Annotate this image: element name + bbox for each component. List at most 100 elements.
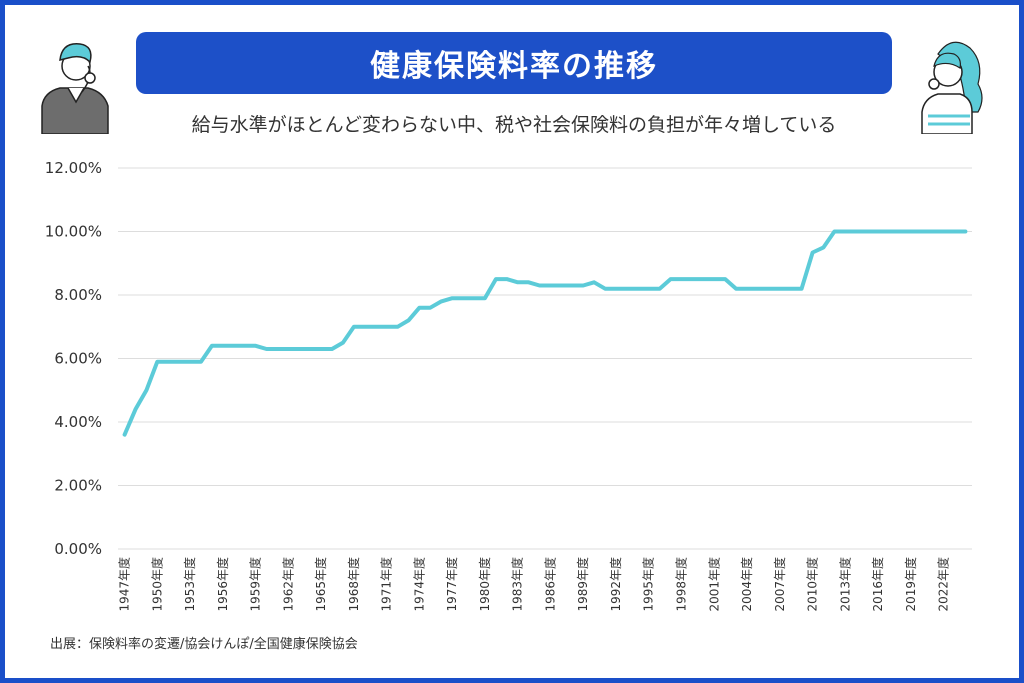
x-tick-label: 1998年度	[674, 557, 689, 612]
data-point	[495, 278, 497, 280]
data-point	[626, 288, 628, 290]
data-point	[342, 342, 344, 344]
series-layer	[122, 229, 968, 437]
data-point	[615, 288, 617, 290]
data-point	[167, 361, 169, 363]
gridlines	[118, 167, 972, 550]
data-point	[353, 326, 355, 328]
series-line	[122, 229, 968, 437]
x-tick-label: 2001年度	[706, 557, 721, 612]
y-tick-label: 0.00%	[54, 540, 102, 558]
data-point	[724, 278, 726, 280]
x-axis-ticks: 1947年度 1950年度 1953年度 1956年度 1959年度 1962年度 1965…	[117, 557, 951, 612]
data-point	[440, 300, 442, 302]
data-point	[156, 361, 158, 363]
x-tick-label: 1965年度	[313, 557, 328, 612]
data-point	[604, 288, 606, 290]
thinking-woman-icon	[921, 41, 983, 134]
x-tick-label: 1980年度	[477, 557, 492, 612]
data-point	[681, 278, 683, 280]
x-tick-label: 2004年度	[739, 557, 754, 612]
data-point	[375, 326, 377, 328]
chart-title: 健康保険料率の推移	[136, 32, 892, 94]
chart-subtitle: 給与水準がほとんど変わらない中、税や社会保険料の負担が年々増している	[191, 114, 837, 136]
data-point	[670, 278, 672, 280]
y-tick-label: 2.00%	[54, 477, 102, 495]
data-point	[124, 434, 126, 436]
data-point	[779, 288, 781, 290]
data-point	[768, 288, 770, 290]
data-point	[746, 288, 748, 290]
data-point	[473, 297, 475, 299]
data-point	[691, 278, 693, 280]
data-point	[386, 326, 388, 328]
data-point	[877, 231, 879, 232]
x-tick-label: 2013年度	[837, 557, 852, 612]
data-point	[888, 231, 890, 232]
data-point	[134, 408, 136, 410]
data-point	[211, 345, 213, 347]
x-tick-label: 2019年度	[903, 557, 918, 612]
x-tick-label: 1992年度	[608, 557, 623, 612]
x-tick-label: 1956年度	[215, 557, 230, 612]
data-point	[397, 326, 399, 328]
data-point	[484, 297, 486, 299]
data-point	[582, 284, 584, 286]
data-point	[145, 389, 147, 391]
y-tick-label: 10.00%	[45, 223, 102, 241]
data-point	[943, 231, 945, 232]
data-point	[451, 297, 453, 299]
y-tick-label: 6.00%	[54, 350, 102, 368]
data-point	[702, 278, 704, 280]
data-point	[735, 288, 737, 290]
data-point	[462, 297, 464, 299]
data-point	[560, 284, 562, 286]
data-point	[298, 348, 300, 350]
x-tick-label: 1971年度	[379, 557, 394, 612]
data-point	[593, 281, 595, 283]
data-point	[801, 288, 803, 290]
data-point	[713, 278, 715, 280]
x-tick-label: 1995年度	[641, 557, 656, 612]
data-point	[364, 326, 366, 328]
data-point	[200, 361, 202, 363]
x-tick-label: 1986年度	[542, 557, 557, 612]
data-point	[844, 231, 846, 232]
source-note: 出展：保険料率の変遷/協会けんぽ/全国健康保険協会	[50, 637, 358, 652]
data-point	[528, 281, 530, 283]
x-tick-label: 1953年度	[182, 557, 197, 612]
y-tick-label: 8.00%	[54, 286, 102, 304]
data-point	[659, 288, 661, 290]
chart-frame	[5, 5, 1019, 678]
x-tick-label: 1950年度	[149, 557, 164, 612]
data-point	[418, 307, 420, 309]
data-point	[932, 231, 934, 232]
data-point	[812, 251, 814, 253]
data-point	[954, 231, 956, 232]
data-point	[637, 288, 639, 290]
x-tick-label: 1983年度	[510, 557, 525, 612]
x-tick-label: 1989年度	[575, 557, 590, 612]
y-tick-label: 12.00%	[45, 159, 102, 177]
data-point	[964, 231, 966, 232]
data-point	[910, 231, 912, 232]
data-point	[266, 348, 268, 350]
y-axis-ticks: 0.00% 2.00% 4.00% 6.00% 8.00% 10.00% 12.00%	[45, 159, 102, 558]
data-point	[189, 361, 191, 363]
data-point	[855, 231, 857, 232]
data-point	[648, 288, 650, 290]
x-tick-label: 1962年度	[280, 557, 295, 612]
data-point	[833, 231, 835, 232]
data-point	[331, 348, 333, 350]
data-point	[178, 361, 180, 363]
data-point	[407, 319, 409, 321]
data-point	[866, 231, 868, 232]
data-point	[276, 348, 278, 350]
data-point	[899, 231, 901, 232]
x-tick-label: 1968年度	[346, 557, 361, 612]
data-point	[506, 278, 508, 280]
data-point	[822, 246, 824, 248]
x-tick-label: 1959年度	[248, 557, 263, 612]
data-point	[757, 288, 759, 290]
